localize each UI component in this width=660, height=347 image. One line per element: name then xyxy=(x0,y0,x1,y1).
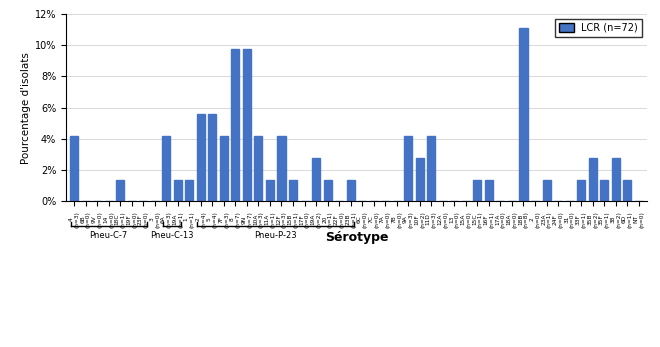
Bar xyxy=(162,136,170,201)
Legend: LCR (n=72): LCR (n=72) xyxy=(555,19,642,36)
Bar xyxy=(116,179,124,201)
Bar xyxy=(427,136,436,201)
Bar xyxy=(416,158,424,201)
Bar xyxy=(612,158,620,201)
Bar xyxy=(600,179,609,201)
Bar xyxy=(312,158,320,201)
Bar xyxy=(589,158,597,201)
Bar xyxy=(277,136,286,201)
Bar xyxy=(174,179,182,201)
Text: Pneu-C-7: Pneu-C-7 xyxy=(90,231,128,240)
Bar xyxy=(543,179,550,201)
Text: Pneu-C-13: Pneu-C-13 xyxy=(150,231,194,240)
Bar xyxy=(346,179,354,201)
Bar xyxy=(220,136,228,201)
Bar xyxy=(197,115,205,201)
Bar xyxy=(266,179,274,201)
Bar xyxy=(254,136,263,201)
Bar xyxy=(404,136,412,201)
Bar xyxy=(623,179,631,201)
Text: Pneu-P-23: Pneu-P-23 xyxy=(254,231,297,240)
X-axis label: Sérotype: Sérotype xyxy=(325,231,388,244)
Bar xyxy=(209,115,216,201)
Bar xyxy=(232,50,240,201)
Y-axis label: Pourcentage d'isolats: Pourcentage d'isolats xyxy=(20,52,30,163)
Bar xyxy=(519,28,527,201)
Bar xyxy=(289,179,297,201)
Bar xyxy=(70,136,78,201)
Bar xyxy=(473,179,481,201)
Bar xyxy=(323,179,331,201)
Bar xyxy=(577,179,585,201)
Bar xyxy=(185,179,193,201)
Bar xyxy=(485,179,493,201)
Bar xyxy=(243,50,251,201)
